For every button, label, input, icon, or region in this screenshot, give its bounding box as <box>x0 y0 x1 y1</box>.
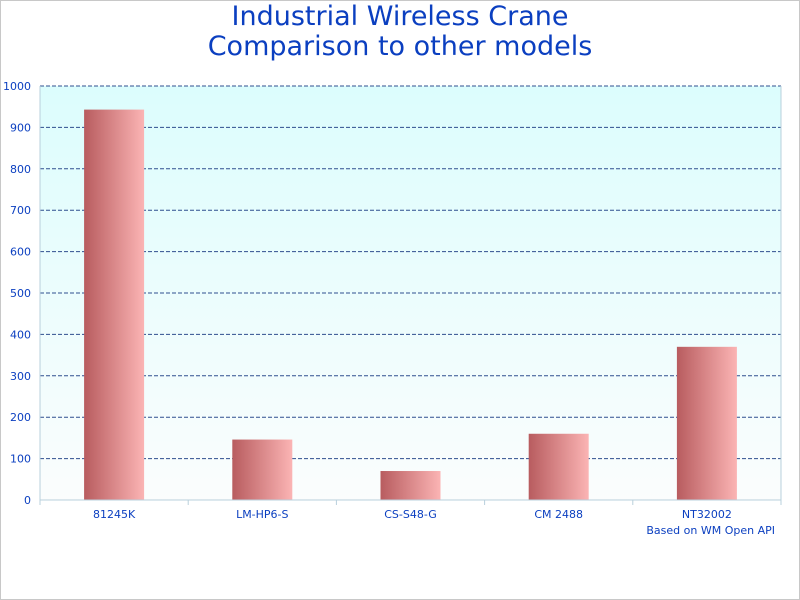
y-tick-label: 200 <box>10 411 31 424</box>
chart-title: Industrial Wireless Crane Comparison to … <box>0 2 800 62</box>
chart-title-line-2: Comparison to other models <box>207 31 593 62</box>
x-tick-label: LM-HP6-S <box>236 508 288 521</box>
x-tick-label: NT32002 <box>682 508 732 521</box>
y-tick-label: 300 <box>10 370 31 383</box>
bar-cs-s48-g <box>380 471 441 500</box>
y-tick-label: 400 <box>10 328 31 341</box>
y-tick-label: 600 <box>10 246 31 259</box>
bar-nt32002 <box>676 346 737 500</box>
bar-lm-hp6-s <box>232 439 293 500</box>
x-tick-label: 81245K <box>93 508 136 521</box>
y-tick-label: 700 <box>10 204 31 217</box>
y-tick-label: 1000 <box>3 80 31 93</box>
y-tick-label: 100 <box>10 453 31 466</box>
x-tick-label: CM 2488 <box>534 508 583 521</box>
bar-81245k <box>84 109 145 501</box>
x-tick-label: CS-S48-G <box>384 508 437 521</box>
y-tick-label: 500 <box>10 287 31 300</box>
chart-title-line-1: Industrial Wireless Crane <box>231 1 569 32</box>
y-tick-label: 900 <box>10 121 31 134</box>
y-tick-label: 0 <box>24 494 31 507</box>
source-credit: Based on WM Open API <box>646 524 775 537</box>
bar-cm-2488 <box>528 433 589 500</box>
y-tick-label: 800 <box>10 163 31 176</box>
